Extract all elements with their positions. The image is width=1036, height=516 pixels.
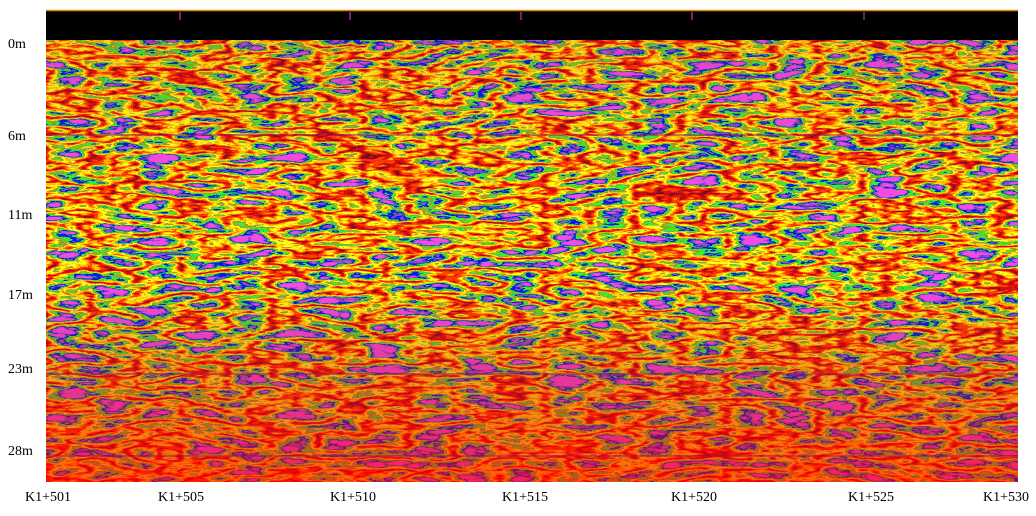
depth-label: 28m [8, 444, 33, 459]
depth-axis: 0m 6m 11m 17m 23m 28m [8, 37, 33, 459]
chainage-label: K1+520 [671, 490, 717, 505]
chainage-label: K1+525 [848, 490, 894, 505]
depth-label: 11m [8, 208, 32, 223]
radargram-shade [46, 40, 1018, 482]
chainage-label: K1+501 [25, 490, 71, 505]
chainage-label: K1+515 [502, 490, 548, 505]
chainage-label: K1+530 [983, 490, 1029, 505]
header-bar [46, 10, 1018, 40]
depth-label: 23m [8, 362, 33, 377]
chainage-label: K1+505 [158, 490, 204, 505]
header-markers [179, 12, 865, 20]
depth-lines [46, 134, 1018, 457]
depth-label: 6m [8, 129, 26, 144]
chainage-label: K1+510 [330, 490, 376, 505]
chainage-axis: K1+501 K1+505 K1+510 K1+515 K1+520 K1+52… [25, 490, 1029, 505]
depth-label: 17m [8, 288, 33, 303]
depth-label: 0m [8, 37, 26, 52]
